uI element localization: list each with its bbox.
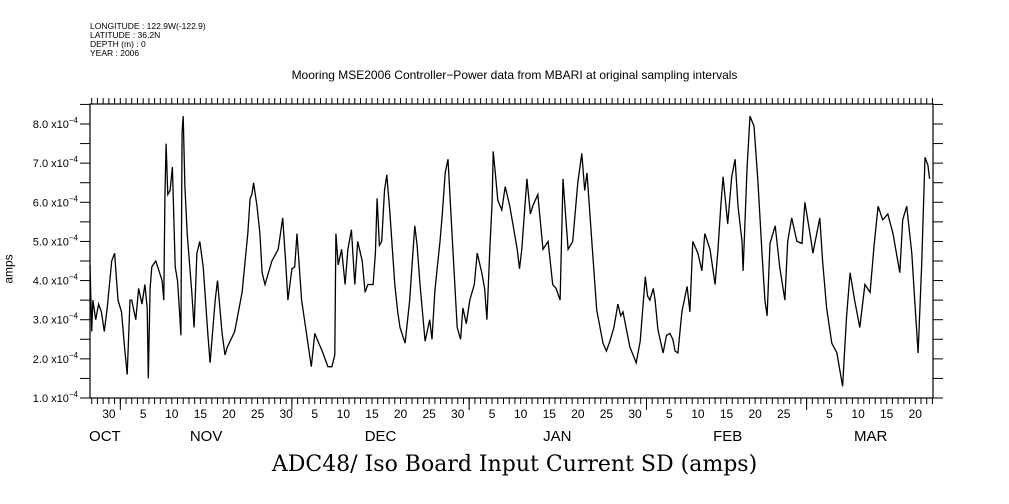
x-tick-label: 20 bbox=[222, 407, 236, 421]
y-tick-label: 1.0 x10−4 bbox=[33, 390, 79, 405]
x-tick-label: 15 bbox=[543, 407, 557, 421]
x-tick-label: 10 bbox=[851, 407, 865, 421]
x-tick-label: 25 bbox=[422, 407, 436, 421]
series-line bbox=[89, 115, 931, 387]
x-tick-label: 5 bbox=[826, 407, 833, 421]
y-tick-label: 3.0 x10−4 bbox=[33, 312, 79, 327]
x-tick-label: 10 bbox=[691, 407, 705, 421]
x-tick-label: 10 bbox=[165, 407, 179, 421]
plot-frame bbox=[89, 103, 934, 399]
x-month-label: MAR bbox=[854, 428, 888, 445]
y-tick-label: 4.0 x10−4 bbox=[33, 273, 79, 288]
x-month-label: FEB bbox=[713, 428, 742, 445]
x-tick-label: 20 bbox=[571, 407, 585, 421]
x-tick-label: 15 bbox=[194, 407, 208, 421]
x-tick-label: 15 bbox=[720, 407, 734, 421]
x-tick-label: 25 bbox=[251, 407, 265, 421]
x-tick-label: 5 bbox=[140, 407, 147, 421]
depth-label: DEPTH (m) : 0 bbox=[90, 39, 146, 49]
x-tick-label: 10 bbox=[514, 407, 528, 421]
x-tick-label: 20 bbox=[748, 407, 762, 421]
x-tick-label: 30 bbox=[102, 407, 116, 421]
x-tick-label: 5 bbox=[666, 407, 673, 421]
x-tick-label: 25 bbox=[600, 407, 614, 421]
x-tick-label: 30 bbox=[451, 407, 465, 421]
x-month-label: JAN bbox=[543, 428, 571, 445]
x-tick-label: 20 bbox=[909, 407, 923, 421]
longitude-label: LONGITUDE : 122.9W(-122.9) bbox=[90, 21, 206, 31]
x-tick-label: 5 bbox=[489, 407, 496, 421]
y-tick-label: 5.0 x10−4 bbox=[33, 233, 79, 248]
y-tick-label: 7.0 x10−4 bbox=[33, 155, 79, 170]
x-tick-label: 20 bbox=[394, 407, 408, 421]
x-tick-label: 15 bbox=[365, 407, 379, 421]
x-tick-label: 15 bbox=[880, 407, 894, 421]
x-tick-label: 30 bbox=[628, 407, 642, 421]
x-tick-label: 5 bbox=[311, 407, 318, 421]
x-month-label: OCT bbox=[89, 428, 121, 445]
x-axis-label: ADC48/ Iso Board Input Current SD (amps) bbox=[271, 452, 758, 477]
y-tick-label: 8.0 x10−4 bbox=[33, 116, 79, 131]
y-tick-label: 2.0 x10−4 bbox=[33, 351, 79, 366]
x-tick-label: 25 bbox=[777, 407, 791, 421]
x-tick-label: 10 bbox=[337, 407, 351, 421]
y-tick-label: 6.0 x10−4 bbox=[33, 194, 79, 209]
x-month-label: DEC bbox=[365, 428, 397, 445]
x-month-label: NOV bbox=[190, 428, 223, 445]
latitude-label: LATITUDE : 36.2N bbox=[90, 30, 161, 40]
year-label: YEAR : 2006 bbox=[90, 48, 140, 58]
chart-title: Mooring MSE2006 Controller−Power data fr… bbox=[291, 68, 738, 82]
x-tick-label: 30 bbox=[279, 407, 293, 421]
